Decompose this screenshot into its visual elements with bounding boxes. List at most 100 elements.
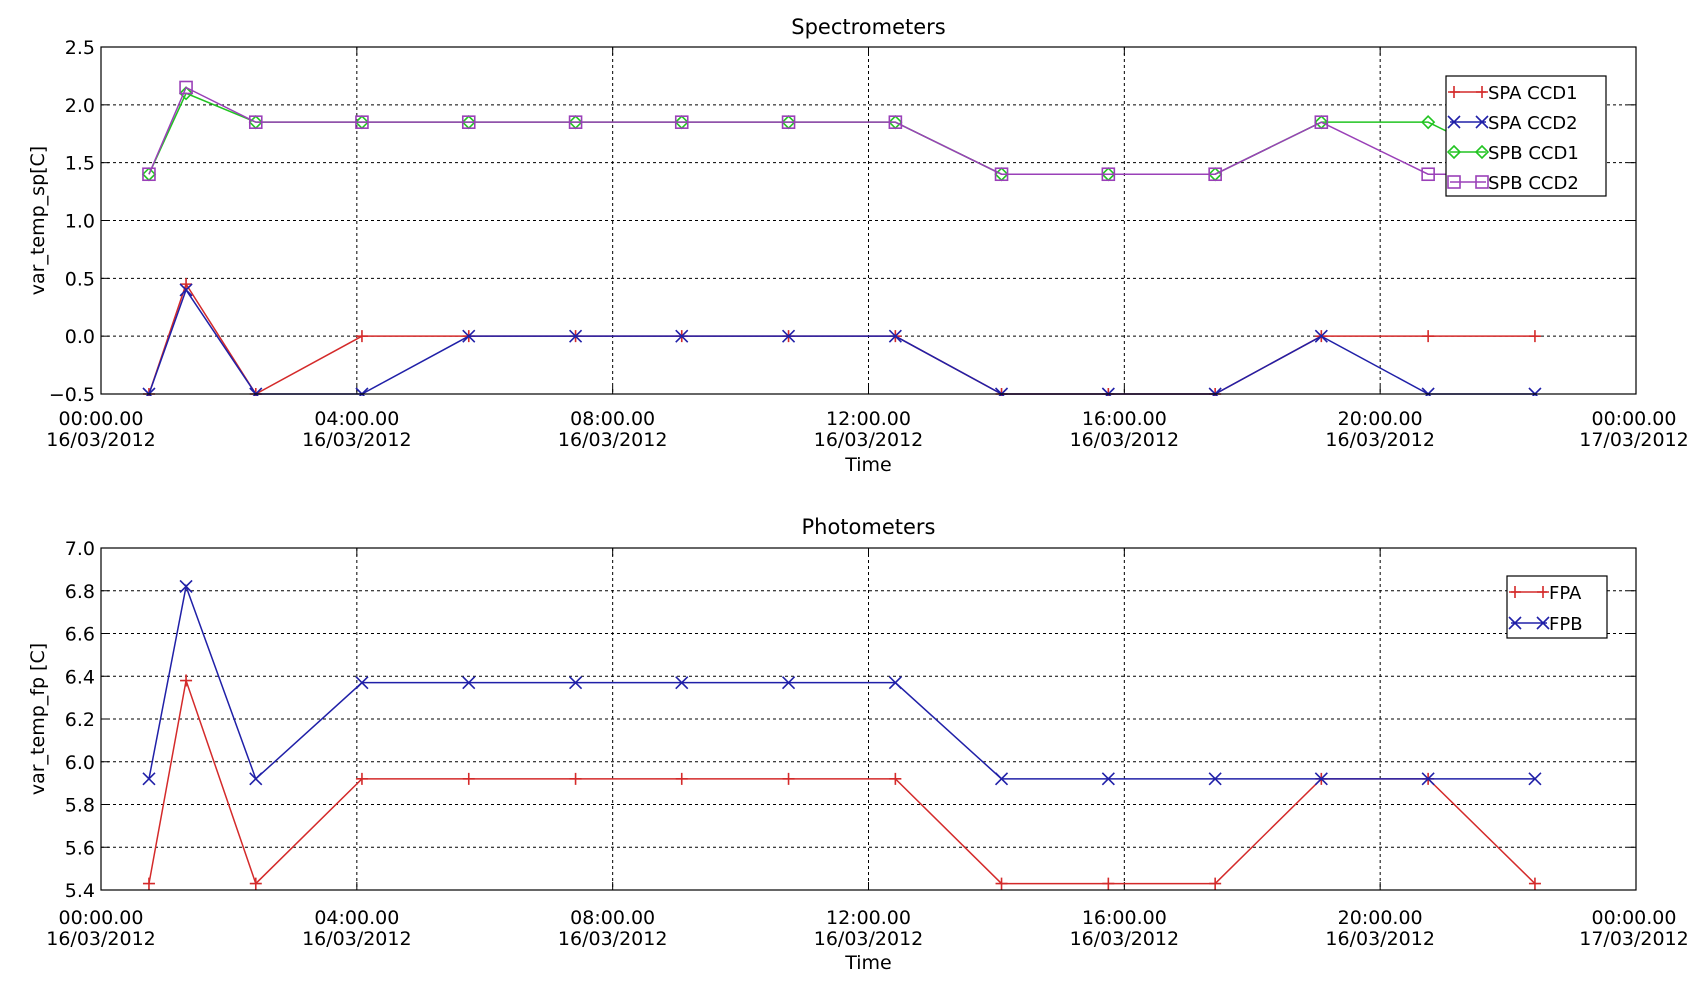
data-point-marker — [674, 115, 689, 129]
data-point-marker — [462, 772, 475, 785]
data-point-marker — [1208, 772, 1222, 786]
x-tick-label-time: 00:00.00 — [59, 408, 144, 430]
data-point-marker — [569, 676, 583, 690]
data-point-marker — [1102, 877, 1115, 890]
data-point-marker — [675, 676, 689, 690]
x-tick-label-date: 16/03/2012 — [46, 928, 156, 950]
series-spb-ccd2 — [142, 80, 1542, 182]
y-tick-label: 2.5 — [65, 37, 95, 59]
y-tick-label: 5.8 — [65, 795, 95, 817]
chart-panel-2: Photometers 5.4 5.6 5.8 6.0 6.2 6.4 6.6 6.8 7.0 00… — [27, 515, 1689, 974]
x-tick-label-date: 16/03/2012 — [558, 429, 668, 451]
data-point-marker — [1528, 330, 1541, 343]
y-tick-label: 6.2 — [65, 709, 95, 731]
data-point-marker — [1476, 86, 1488, 98]
x-tick-label-date: 16/03/2012 — [814, 429, 924, 451]
data-point-marker — [1422, 330, 1435, 343]
series-fpb — [142, 579, 1542, 786]
data-point-marker — [994, 772, 1009, 786]
y-tick-label: 0.5 — [65, 268, 95, 290]
y-tick-label: −0.5 — [49, 384, 95, 406]
y-tick-label: 6.6 — [65, 624, 95, 646]
y-tick-label: 0.0 — [65, 326, 95, 348]
y-axis-title: var_temp_fp [C] — [27, 643, 49, 795]
x-tick-label-time: 04:00.00 — [314, 907, 399, 929]
series-spb-ccd1 — [141, 86, 1543, 182]
data-point-marker — [1421, 115, 1436, 130]
chart-title: Spectrometers — [791, 15, 946, 39]
plot-frame — [100, 46, 1637, 395]
x-axis-title: Time — [844, 454, 892, 476]
x-tick-label-date: 17/03/2012 — [1579, 429, 1689, 451]
x-tick-label-date: 16/03/2012 — [46, 429, 156, 451]
data-point-marker — [1448, 86, 1460, 98]
x-tick-label-time: 08:00.00 — [570, 408, 655, 430]
x-tick-label-time: 12:00.00 — [826, 907, 911, 929]
data-point-marker — [888, 676, 902, 690]
legend: SPA CCD1 SPA CCD2 SPB CCD1 SPB CCD2 — [1445, 75, 1607, 197]
data-point-marker — [355, 772, 368, 785]
data-point-marker — [180, 674, 193, 687]
plot-area — [142, 579, 1542, 890]
legend-label: SPA CCD1 — [1488, 83, 1578, 104]
data-point-marker — [1101, 772, 1115, 786]
data-point-marker — [1537, 586, 1549, 598]
data-point-marker — [249, 772, 263, 786]
data-point-marker — [1447, 175, 1461, 189]
series-spa-ccd1 — [142, 278, 1541, 396]
data-point-marker — [461, 115, 476, 129]
data-point-marker — [142, 877, 155, 890]
x-tick-label-time: 04:00.00 — [314, 408, 399, 430]
data-point-marker — [1208, 167, 1222, 182]
data-point-marker — [1314, 329, 1328, 343]
data-point-marker — [142, 772, 156, 786]
x-tick-label-time: 20:00.00 — [1338, 408, 1423, 430]
x-axis-title: Time — [844, 952, 892, 974]
x-tick-label-date: 16/03/2012 — [1325, 429, 1435, 451]
data-point-marker — [781, 676, 796, 690]
data-point-marker — [462, 676, 476, 690]
data-point-marker — [179, 579, 193, 594]
legend-box — [1506, 575, 1608, 639]
data-point-marker — [569, 772, 582, 785]
y-tick-label: 1.5 — [65, 153, 95, 175]
y-tick-label: 6.0 — [65, 752, 95, 774]
legend-label: SPA CCD2 — [1488, 113, 1578, 134]
data-point-marker — [781, 115, 796, 129]
y-tick-label: 6.4 — [65, 666, 95, 688]
data-point-marker — [1421, 772, 1435, 786]
data-point-marker — [1447, 115, 1461, 129]
chart-panel-1: Spectrometers −0.5 0.0 0.5 1.0 1.5 2.0 2.5 00:00… — [27, 15, 1689, 476]
data-point-marker — [355, 330, 368, 343]
y-tick-label: 1.0 — [65, 211, 95, 233]
data-point-marker — [1509, 586, 1521, 598]
data-point-marker — [1528, 877, 1541, 890]
legend-label: FPA — [1549, 583, 1582, 604]
x-tick-label-date: 16/03/2012 — [1325, 928, 1435, 950]
plot-area — [141, 80, 1543, 396]
x-tick-label-date: 17/03/2012 — [1579, 928, 1689, 950]
x-tick-label-date: 16/03/2012 — [558, 928, 668, 950]
x-tick-label-time: 00:00.00 — [59, 907, 144, 929]
x-tick-label-date: 16/03/2012 — [302, 429, 412, 451]
legend-label: SPB CCD2 — [1488, 173, 1579, 194]
data-point-marker — [888, 329, 902, 343]
data-point-marker — [178, 86, 194, 101]
data-point-marker — [781, 329, 796, 343]
data-point-marker — [249, 877, 262, 890]
data-point-marker — [1474, 144, 1490, 160]
data-point-marker — [355, 676, 369, 690]
data-point-marker — [1314, 115, 1329, 129]
x-tick-label-time: 16:00.00 — [1082, 907, 1167, 929]
legend: FPA FPB — [1506, 575, 1608, 639]
y-tick-label: 5.4 — [65, 880, 95, 902]
legend-label: FPB — [1549, 614, 1583, 635]
x-tick-label-time: 00:00.00 — [1592, 907, 1677, 929]
series-line — [148, 86, 1535, 175]
x-tick-label-date: 16/03/2012 — [1070, 928, 1180, 950]
data-point-marker — [1209, 877, 1222, 890]
data-point-marker — [889, 772, 902, 785]
data-point-marker — [1508, 616, 1522, 630]
chart-title: Photometers — [801, 515, 935, 539]
